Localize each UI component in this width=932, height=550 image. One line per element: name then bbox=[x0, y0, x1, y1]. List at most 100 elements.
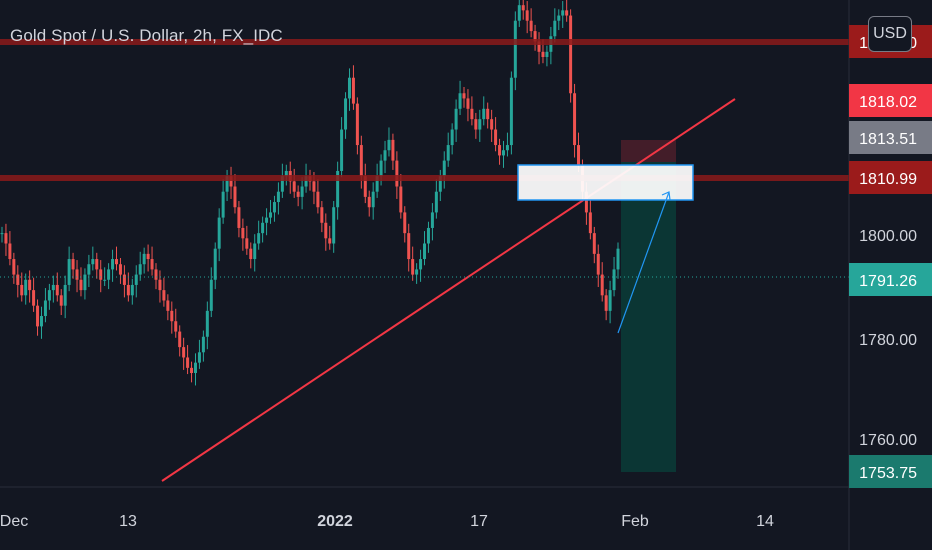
candle-body bbox=[284, 170, 288, 177]
candle-body bbox=[51, 284, 55, 291]
price-label-1791: 1791.26 bbox=[859, 273, 917, 290]
candle-body bbox=[178, 331, 182, 348]
candle-body bbox=[600, 274, 604, 296]
candle-body bbox=[292, 181, 296, 192]
candle-body bbox=[225, 176, 229, 192]
candle-body bbox=[529, 20, 533, 32]
candle-body bbox=[525, 10, 529, 21]
candle-body bbox=[371, 191, 375, 208]
candle-body bbox=[55, 284, 59, 296]
candle-body bbox=[197, 352, 201, 363]
candle-body bbox=[332, 207, 336, 244]
y-tick-1800: 1800.00 bbox=[859, 228, 917, 245]
candle-body bbox=[162, 290, 166, 301]
candle-body bbox=[430, 212, 434, 228]
candle-body bbox=[312, 181, 316, 192]
ascending-trendline[interactable] bbox=[161, 98, 736, 482]
candle-body bbox=[205, 310, 209, 337]
candle-body bbox=[32, 290, 36, 306]
candle-body bbox=[419, 259, 423, 270]
y-tick-labels: 1800.00 1780.00 1760.00 bbox=[859, 228, 917, 449]
candle-body bbox=[407, 233, 411, 260]
candle-body bbox=[170, 310, 174, 322]
candle-body bbox=[300, 186, 304, 197]
profit-target-zone[interactable] bbox=[621, 162, 676, 472]
candle-body bbox=[280, 176, 284, 192]
candle-body bbox=[450, 129, 454, 146]
candle-body bbox=[201, 336, 205, 353]
upper-resistance-line[interactable] bbox=[0, 39, 849, 45]
candle-body bbox=[209, 279, 213, 311]
candle-body bbox=[379, 160, 383, 177]
candle-body bbox=[328, 238, 332, 244]
candle-body bbox=[545, 51, 549, 57]
candle-body bbox=[584, 191, 588, 213]
candle-body bbox=[115, 259, 119, 265]
candle-body bbox=[103, 279, 107, 281]
candlestick-series bbox=[0, 0, 620, 386]
stop-loss-zone[interactable] bbox=[621, 140, 676, 162]
candle-body bbox=[186, 357, 190, 368]
projection-arrow[interactable] bbox=[617, 191, 670, 334]
candle-body bbox=[553, 20, 557, 37]
candle-body bbox=[67, 259, 71, 285]
candle-body bbox=[36, 305, 40, 327]
candle-body bbox=[391, 139, 395, 161]
candle-body bbox=[150, 259, 154, 270]
candle-body bbox=[573, 93, 577, 146]
candle-body bbox=[229, 176, 233, 187]
candle-body bbox=[509, 77, 513, 146]
candle-body bbox=[608, 290, 612, 311]
candle-body bbox=[501, 150, 505, 156]
candle-body bbox=[494, 129, 498, 146]
candle-body bbox=[233, 186, 237, 208]
candle-body bbox=[470, 108, 474, 120]
candle-body bbox=[537, 41, 541, 52]
candle-body bbox=[561, 10, 565, 16]
symbol-title: Gold Spot / U.S. Dollar, 2h, FX_IDC bbox=[10, 26, 283, 45]
candle-body bbox=[505, 145, 509, 151]
candle-body bbox=[158, 279, 162, 291]
x-tick-2022: 2022 bbox=[317, 513, 353, 530]
candle-body bbox=[415, 269, 419, 275]
candle-body bbox=[344, 98, 348, 130]
x-tick-13: 13 bbox=[119, 513, 137, 530]
currency-button[interactable]: USD bbox=[868, 16, 912, 52]
candle-body bbox=[122, 274, 126, 285]
candle-body bbox=[43, 300, 47, 317]
candle-body bbox=[83, 274, 87, 291]
candle-body bbox=[276, 191, 280, 203]
candle-body bbox=[458, 93, 462, 109]
candle-body bbox=[47, 290, 51, 301]
y-tick-1780: 1780.00 bbox=[859, 332, 917, 349]
price-label-bg-1753 bbox=[849, 455, 932, 488]
candle-body bbox=[241, 227, 245, 239]
candle-body bbox=[375, 176, 379, 192]
candle-body bbox=[20, 284, 24, 296]
candle-body bbox=[182, 347, 186, 358]
candle-body bbox=[367, 196, 371, 208]
lower-resistance-line[interactable] bbox=[0, 175, 849, 181]
candle-body bbox=[107, 269, 111, 280]
x-tick-dec: Dec bbox=[0, 513, 28, 530]
candle-body bbox=[438, 176, 442, 192]
candle-body bbox=[442, 160, 446, 177]
candle-body bbox=[75, 269, 79, 280]
candle-body bbox=[592, 233, 596, 254]
candle-body bbox=[454, 108, 458, 130]
candle-body bbox=[142, 253, 146, 265]
candle-body bbox=[324, 222, 328, 239]
candle-body bbox=[213, 248, 217, 280]
candle-body bbox=[87, 264, 91, 275]
candle-body bbox=[316, 191, 320, 208]
candle-body bbox=[296, 191, 300, 197]
candle-body bbox=[39, 316, 43, 327]
candle-body bbox=[320, 207, 324, 223]
highlight-box[interactable] bbox=[517, 164, 694, 201]
candle-body bbox=[541, 51, 545, 57]
arrow-head-icon bbox=[661, 191, 671, 201]
candle-body bbox=[498, 145, 502, 156]
candle-body bbox=[533, 31, 537, 42]
candle-body bbox=[138, 264, 142, 275]
